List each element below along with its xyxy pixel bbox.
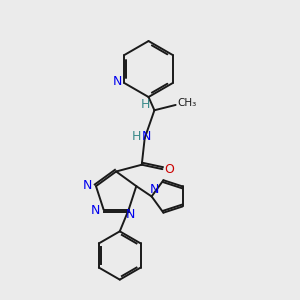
Text: H: H (140, 98, 150, 111)
Text: N: N (125, 208, 135, 221)
Text: N: N (142, 130, 151, 143)
Text: H: H (132, 130, 141, 143)
Text: N: N (83, 179, 92, 192)
Text: CH₃: CH₃ (177, 98, 196, 108)
Text: N: N (91, 204, 100, 217)
Text: O: O (164, 163, 174, 176)
Text: N: N (113, 75, 122, 88)
Text: N: N (149, 184, 159, 196)
